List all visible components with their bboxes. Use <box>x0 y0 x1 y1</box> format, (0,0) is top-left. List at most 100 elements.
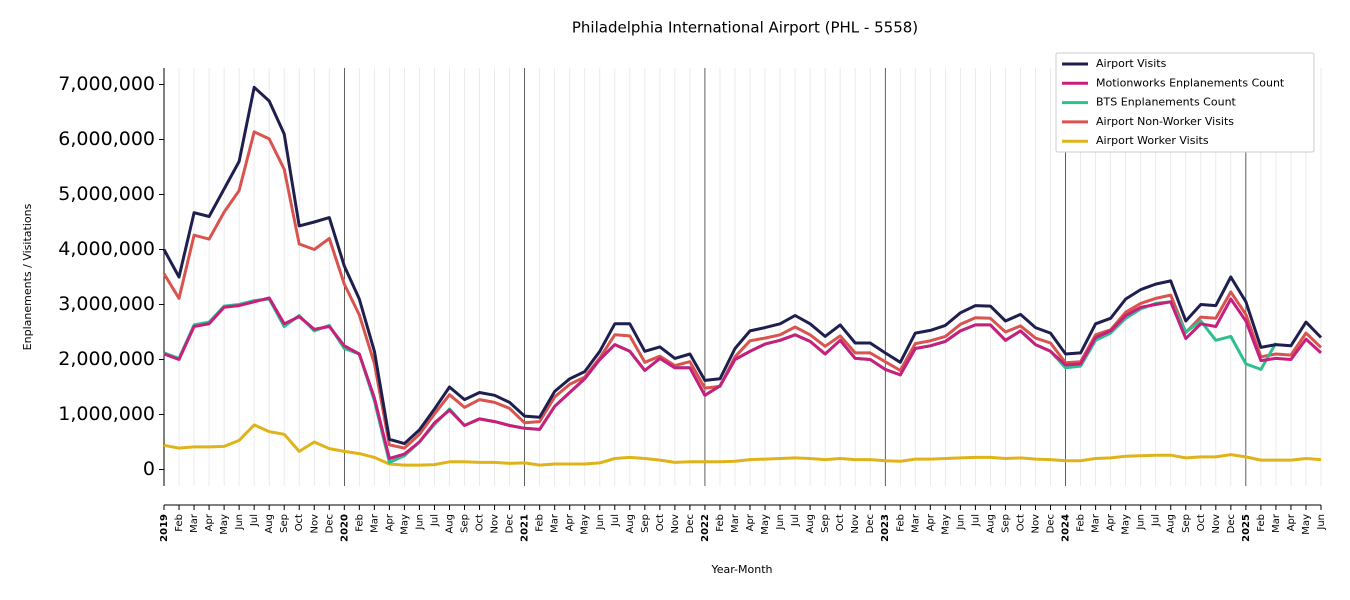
x-tick-label: Jul <box>249 514 260 527</box>
x-tick-label: Oct <box>835 514 846 531</box>
x-tick-label: Dec <box>324 514 335 533</box>
y-axis-label: Enplanements / Visitations <box>21 203 34 350</box>
x-tick-label: Oct <box>1196 514 1207 531</box>
series-line <box>162 130 1323 450</box>
x-tick-label: Mar <box>910 513 921 533</box>
x-tick-label: 2024 <box>1061 514 1072 542</box>
chart-title: Philadelphia International Airport (PHL … <box>572 19 918 37</box>
x-tick-label: Nov <box>850 514 861 534</box>
legend-label: BTS Enplanements Count <box>1096 96 1237 109</box>
x-tick-label: Aug <box>264 514 275 534</box>
x-tick-label: Nov <box>309 514 320 534</box>
x-tick-label: Aug <box>1166 514 1177 534</box>
x-tick-label: Jul <box>970 514 981 527</box>
x-tick-label: May <box>940 514 951 535</box>
series-line <box>163 296 1323 460</box>
x-tick-label: Nov <box>1031 514 1042 534</box>
series-line <box>163 423 1322 467</box>
x-tick-label: Dec <box>505 514 516 533</box>
x-tick-label: Mar <box>1091 513 1102 533</box>
x-tick-label: Sep <box>1181 514 1192 533</box>
y-tick-label: 1,000,000 <box>58 403 155 425</box>
y-tick-label: 2,000,000 <box>58 348 155 370</box>
x-tick-label: Feb <box>1256 514 1267 532</box>
x-tick-label: 2022 <box>700 514 711 542</box>
x-tick-label: Aug <box>444 514 455 534</box>
legend-label: Motionworks Enplanements Count <box>1096 76 1285 89</box>
x-tick-label: Aug <box>805 514 816 534</box>
x-tick-label: 2019 <box>159 514 170 542</box>
legend-label: Airport Visits <box>1096 57 1167 70</box>
x-tick-label: Oct <box>475 514 486 531</box>
x-tick-label: Sep <box>640 514 651 533</box>
x-tick-label: Feb <box>535 514 546 532</box>
x-tick-label: Sep <box>1000 514 1011 533</box>
x-tick-label: 2020 <box>339 514 350 542</box>
x-tick-label: Oct <box>655 514 666 531</box>
x-axis-label: Year-Month <box>710 563 772 576</box>
x-tick-label: May <box>1301 514 1312 535</box>
x-tick-label: May <box>760 514 771 535</box>
x-tick-label: 2025 <box>1241 514 1252 542</box>
x-tick-label: 2023 <box>880 514 891 542</box>
x-tick-label: Feb <box>895 514 906 532</box>
y-tick-label: 0 <box>143 458 155 480</box>
legend-box <box>1055 52 1315 153</box>
x-tick-label: Nov <box>1211 514 1222 534</box>
legend-label: Airport Non-Worker Visits <box>1096 115 1234 128</box>
x-tick-label: Jun <box>595 514 606 531</box>
x-tick-label: Apr <box>384 513 395 531</box>
x-tick-label: Jun <box>414 514 425 531</box>
x-tick-label: Mar <box>1271 513 1282 533</box>
x-tick-label: Dec <box>865 514 876 533</box>
x-tick-label: Apr <box>204 513 215 531</box>
x-tick-label: Sep <box>820 514 831 533</box>
x-tick-label: Dec <box>1226 514 1237 533</box>
x-tick-label: Nov <box>670 514 681 534</box>
x-tick-label: Feb <box>174 514 185 532</box>
x-tick-label: May <box>219 514 230 535</box>
x-tick-label: Jun <box>1316 514 1327 531</box>
x-tick-label: Dec <box>1046 514 1057 533</box>
x-tick-label: Mar <box>369 513 380 533</box>
x-tick-label: May <box>399 514 410 535</box>
x-tick-label: Mar <box>550 513 561 533</box>
x-tick-label: Jun <box>234 514 245 531</box>
x-tick-label: Nov <box>490 514 501 534</box>
series-line <box>162 85 1323 446</box>
y-tick-label: 7,000,000 <box>58 73 155 95</box>
x-tick-label: Jul <box>790 514 801 527</box>
x-tick-label: Feb <box>1076 514 1087 532</box>
legend-label: Airport Worker Visits <box>1096 134 1209 147</box>
y-tick-label: 4,000,000 <box>58 238 155 260</box>
y-tick-label: 3,000,000 <box>58 293 155 315</box>
x-tick-label: Mar <box>189 513 200 533</box>
x-tick-label: Jun <box>1136 514 1147 531</box>
x-tick-label: Mar <box>730 513 741 533</box>
x-tick-label: Dec <box>685 514 696 533</box>
x-tick-label: Jun <box>775 514 786 531</box>
x-tick-label: Apr <box>565 513 576 531</box>
x-tick-label: Sep <box>460 514 471 533</box>
x-tick-label: Oct <box>294 514 305 531</box>
x-tick-label: Sep <box>279 514 290 533</box>
x-tick-label: Jul <box>1151 514 1162 527</box>
x-tick-label: Jul <box>429 514 440 527</box>
x-tick-label: Apr <box>925 513 936 531</box>
x-tick-label: Aug <box>625 514 636 534</box>
x-tick-label: Jun <box>955 514 966 531</box>
x-tick-label: Apr <box>1106 513 1117 531</box>
x-tick-label: May <box>580 514 591 535</box>
x-tick-label: Apr <box>745 513 756 531</box>
x-tick-label: May <box>1121 514 1132 535</box>
x-tick-label: Aug <box>985 514 996 534</box>
x-tick-label: Feb <box>354 514 365 532</box>
x-tick-label: Jul <box>610 514 621 527</box>
y-tick-label: 5,000,000 <box>58 183 155 205</box>
x-tick-label: Apr <box>1286 513 1297 531</box>
x-tick-label: Oct <box>1015 514 1026 531</box>
x-tick-label: Feb <box>715 514 726 532</box>
y-tick-label: 6,000,000 <box>58 128 155 150</box>
x-tick-label: 2021 <box>520 514 531 542</box>
